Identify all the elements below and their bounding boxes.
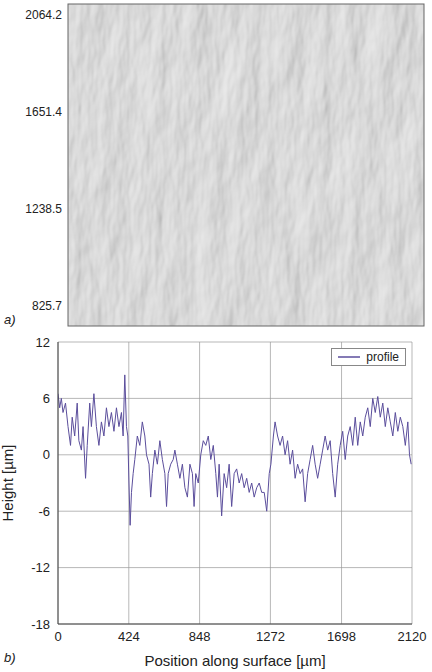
svg-text:Position along surface [µm]: Position along surface [µm] xyxy=(144,652,325,669)
svg-text:1238.5: 1238.5 xyxy=(25,202,62,216)
svg-text:6: 6 xyxy=(43,391,50,406)
svg-text:0: 0 xyxy=(54,629,61,644)
svg-text:1698: 1698 xyxy=(327,629,356,644)
svg-text:848: 848 xyxy=(189,629,211,644)
svg-text:1651.4: 1651.4 xyxy=(25,105,62,119)
svg-text:Height [µm]: Height [µm] xyxy=(0,445,16,522)
svg-text:2064.2: 2064.2 xyxy=(25,8,62,22)
svg-text:-12: -12 xyxy=(31,560,50,575)
svg-text:-6: -6 xyxy=(38,504,50,519)
svg-text:1272: 1272 xyxy=(256,629,285,644)
svg-text:a): a) xyxy=(4,312,16,327)
svg-text:12: 12 xyxy=(36,335,50,350)
svg-text:2120: 2120 xyxy=(398,629,427,644)
html-text:profile: profile xyxy=(366,350,399,364)
html-text:b): b) xyxy=(4,650,16,665)
svg-text:424: 424 xyxy=(118,629,140,644)
svg-text:-18: -18 xyxy=(31,617,50,632)
svg-text:825.7: 825.7 xyxy=(32,299,62,313)
svg-text:0: 0 xyxy=(43,447,50,462)
